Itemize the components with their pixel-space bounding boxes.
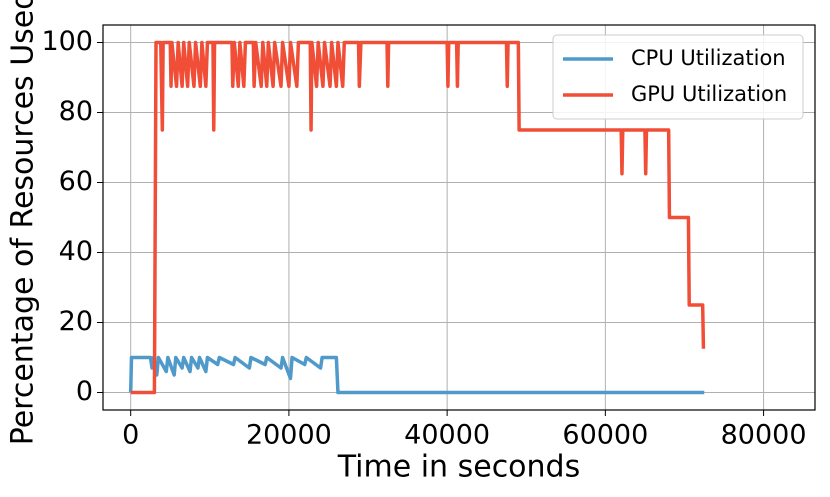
x-tick-label: 20000 (246, 420, 332, 451)
y-tick-label: 60 (59, 166, 93, 197)
x-tick-label: 60000 (562, 420, 648, 451)
x-tick-label: 0 (122, 420, 139, 451)
y-tick-label: 20 (59, 306, 93, 337)
legend-label: GPU Utilization (631, 82, 787, 106)
y-axis-label: Percentage of Resources Used (6, 0, 41, 445)
legend-label: CPU Utilization (631, 46, 786, 70)
y-tick-label: 80 (59, 96, 93, 127)
y-tick-label: 0 (76, 376, 93, 407)
legend-box (552, 34, 804, 120)
x-tick-label: 80000 (721, 420, 807, 451)
y-tick-label: 40 (59, 236, 93, 267)
plot-frame (102, 24, 816, 411)
x-axis-label: Time in seconds (337, 450, 580, 485)
x-tick-label: 40000 (404, 420, 490, 451)
y-tick-label: 100 (41, 26, 93, 57)
data-line (130, 40, 706, 395)
data-line (128, 355, 705, 395)
